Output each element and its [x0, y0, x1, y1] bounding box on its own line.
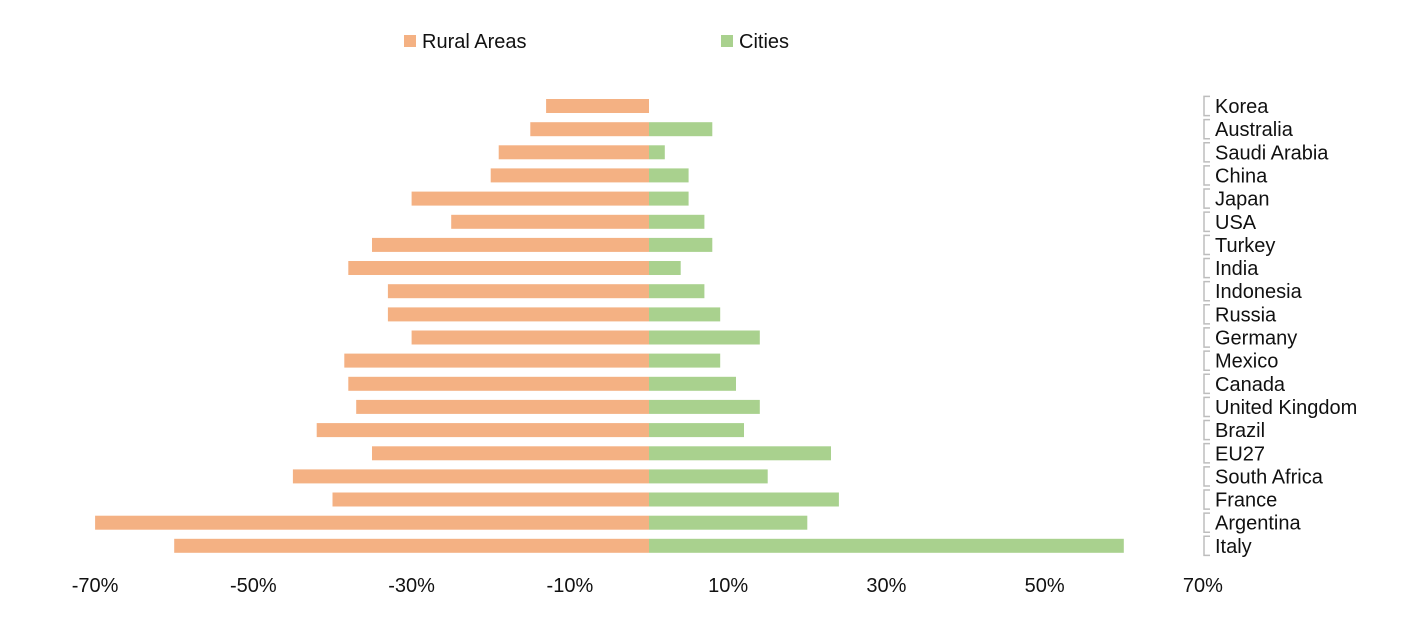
bar-rural-areas-italy: [174, 538, 649, 553]
category-bracket-usa: [1203, 211, 1210, 233]
category-bracket-argentina: [1203, 512, 1210, 534]
bar-cities-eu27: [649, 446, 831, 461]
category-label-argentina: Argentina: [1215, 513, 1301, 535]
category-label-australia: Australia: [1215, 119, 1294, 141]
category-label-indonesia: Indonesia: [1215, 281, 1303, 303]
x-tick-label: 10%: [708, 575, 748, 597]
category-label-turkey: Turkey: [1215, 235, 1275, 257]
bar-cities-mexico: [649, 353, 721, 368]
category-bracket-brazil: [1203, 419, 1210, 441]
bar-cities-brazil: [649, 423, 744, 438]
x-tick-label: -30%: [388, 575, 435, 597]
legend-swatch-cities: [721, 35, 733, 47]
bar-rural-areas-germany: [411, 330, 649, 345]
x-tick-label: -70%: [72, 575, 119, 597]
bar-rural-areas-united-kingdom: [356, 399, 649, 414]
bars: [95, 99, 1124, 553]
category-label-india: India: [1215, 258, 1259, 280]
category-label-france: France: [1215, 490, 1277, 512]
category-label-eu27: EU27: [1215, 443, 1265, 465]
category-label-japan: Japan: [1215, 189, 1270, 211]
category-bracket-turkey: [1203, 234, 1210, 256]
bar-cities-united-kingdom: [649, 399, 760, 414]
category-label-saudi-arabia: Saudi Arabia: [1215, 142, 1329, 164]
bar-rural-areas-saudi-arabia: [498, 145, 649, 160]
category-bracket-japan: [1203, 188, 1210, 209]
bar-rural-areas-indonesia: [387, 284, 649, 299]
bar-cities-usa: [649, 214, 705, 229]
category-label-mexico: Mexico: [1215, 351, 1278, 373]
bar-rural-areas-russia: [387, 307, 649, 322]
bar-rural-areas-france: [332, 492, 649, 507]
x-axis-ticks: -70% -50% -30% -10% 10% 30% 50% 70%: [72, 575, 1223, 597]
bar-cities-saudi-arabia: [649, 145, 665, 160]
category-bracket-russia: [1203, 304, 1210, 325]
legend-label-rural-areas: Rural Areas: [422, 31, 527, 53]
bar-cities-australia: [649, 122, 713, 137]
bar-rural-areas-south-africa: [292, 469, 649, 484]
legend: Rural Areas Cities: [404, 31, 789, 53]
bar-cities-italy: [649, 538, 1124, 553]
bar-rural-areas-argentina: [95, 515, 650, 530]
bar-rural-areas-china: [490, 168, 649, 183]
category-label-usa: USA: [1215, 212, 1257, 234]
category-bracket-italy: [1203, 535, 1210, 557]
bar-rural-areas-korea: [546, 99, 649, 113]
legend-swatch-rural-areas: [404, 35, 416, 47]
bar-rural-areas-australia: [530, 122, 649, 137]
x-tick-label: 50%: [1025, 575, 1065, 597]
category-label-italy: Italy: [1215, 536, 1252, 558]
x-tick-label: -10%: [547, 575, 594, 597]
category-bracket-eu27: [1203, 442, 1210, 464]
legend-label-cities: Cities: [739, 31, 789, 53]
bar-cities-china: [649, 168, 689, 183]
category-label-china: China: [1215, 165, 1268, 187]
bar-cities-indonesia: [649, 284, 705, 299]
x-tick-label: 30%: [866, 575, 906, 597]
bar-rural-areas-brazil: [316, 423, 649, 438]
category-bracket-india: [1203, 257, 1210, 279]
category-bracket-canada: [1203, 373, 1210, 395]
category-bracket-france: [1203, 489, 1210, 510]
bar-cities-south-africa: [649, 469, 768, 484]
bar-cities-germany: [649, 330, 760, 345]
category-label-south-africa: South Africa: [1215, 466, 1324, 488]
bar-cities-russia: [649, 307, 721, 322]
category-bracket-china: [1203, 165, 1210, 186]
category-label-korea: Korea: [1215, 96, 1269, 118]
bar-cities-japan: [649, 191, 689, 206]
category-label-brazil: Brazil: [1215, 420, 1265, 442]
category-bracket-south-africa: [1203, 466, 1210, 487]
category-bracket-germany: [1203, 327, 1210, 348]
category-bracket-indonesia: [1203, 280, 1210, 302]
bar-cities-india: [649, 261, 681, 275]
bar-rural-areas-india: [348, 261, 649, 275]
category-bracket-mexico: [1203, 350, 1210, 371]
category-label-united-kingdom: United Kingdom: [1215, 397, 1357, 419]
bar-rural-areas-japan: [411, 191, 649, 206]
bar-rural-areas-turkey: [372, 237, 649, 252]
bar-cities-france: [649, 492, 839, 507]
category-label-germany: Germany: [1215, 328, 1297, 350]
category-bracket-saudi-arabia: [1203, 141, 1210, 163]
bar-rural-areas-mexico: [344, 353, 649, 368]
bar-rural-areas-eu27: [372, 446, 649, 461]
category-label-canada: Canada: [1215, 374, 1286, 396]
x-tick-label: -50%: [230, 575, 277, 597]
bar-rural-areas-usa: [451, 214, 649, 229]
bar-cities-argentina: [649, 515, 808, 530]
category-label-russia: Russia: [1215, 304, 1277, 326]
category-bracket-korea: [1203, 95, 1210, 117]
category-bracket-united-kingdom: [1203, 396, 1210, 418]
bar-cities-canada: [649, 376, 736, 391]
category-bracket-australia: [1203, 118, 1210, 140]
bar-cities-turkey: [649, 237, 713, 252]
x-tick-label: 70%: [1183, 575, 1223, 597]
bar-rural-areas-canada: [348, 376, 649, 391]
